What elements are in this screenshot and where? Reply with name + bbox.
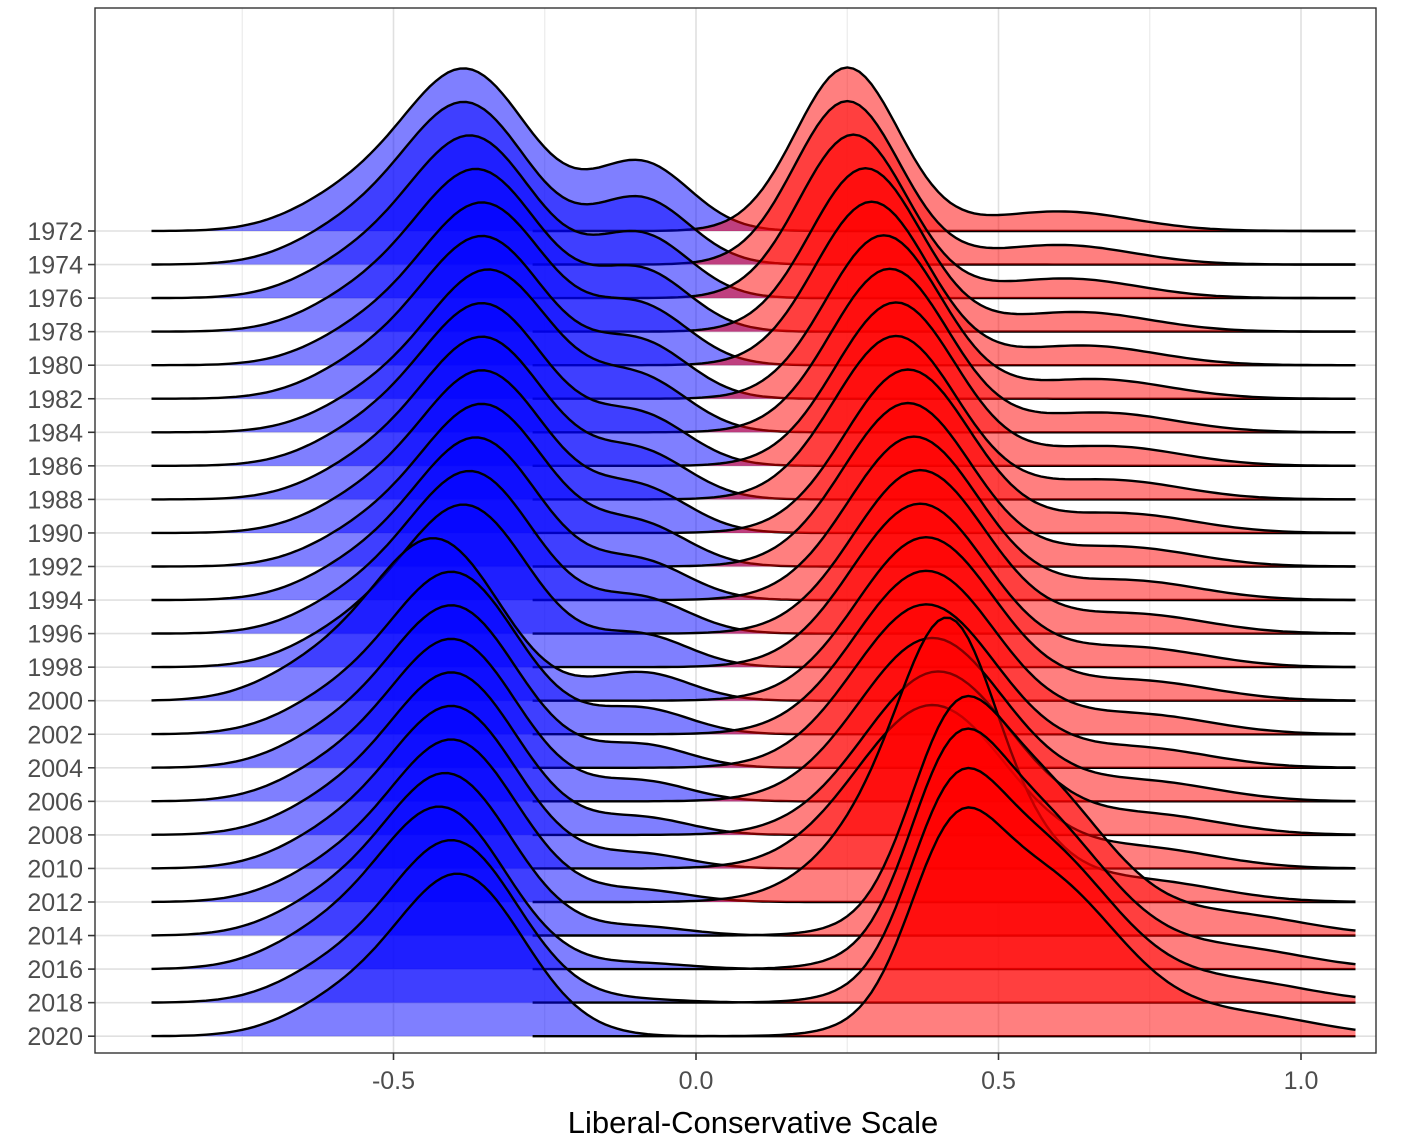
y-tick-label: 2012 xyxy=(27,889,83,917)
republican-density-line xyxy=(532,401,1356,568)
republican-density-line xyxy=(532,616,1356,904)
republican-density-line xyxy=(532,694,1356,937)
republican-density-line xyxy=(532,603,1356,769)
y-tick-label: 1978 xyxy=(27,319,83,347)
republican-density-line xyxy=(532,806,1356,1038)
y-tick-label: 2006 xyxy=(27,788,83,816)
y-tick-label: 2002 xyxy=(27,721,83,749)
y-tick-label: 1972 xyxy=(27,218,83,246)
y-tick-label: 1980 xyxy=(27,352,83,380)
republican-density-line xyxy=(532,569,1356,736)
y-tick-label: 2018 xyxy=(27,990,83,1018)
y-tick-label: 2016 xyxy=(27,956,83,984)
ridge-2020 xyxy=(151,806,1356,1038)
density-ridges xyxy=(151,66,1356,1038)
republican-density-fill xyxy=(532,101,1356,265)
y-tick-label: 2020 xyxy=(27,1023,83,1051)
republican-density-line xyxy=(532,766,1356,1004)
plot-border xyxy=(94,7,1377,1054)
y-tick-label: 2008 xyxy=(27,822,83,850)
y-tick-label: 1988 xyxy=(27,486,83,514)
y-tick-label: 1990 xyxy=(27,520,83,548)
y-tick-label: 2000 xyxy=(27,688,83,716)
x-axis: -0.5 0.0 0.5 1.0 xyxy=(372,1053,1318,1095)
y-tick-label: 2004 xyxy=(27,755,83,783)
x-axis-label: Liberal-Conservative Scale xyxy=(568,1105,938,1140)
y-axis: 1972 1974 1976 1978 1980 1982 1984 1986 1988 1990… xyxy=(27,218,95,1051)
y-tick-label: 2010 xyxy=(27,855,83,883)
democrat-density-fill xyxy=(151,873,1356,1037)
y-tick-label: 1996 xyxy=(27,621,83,649)
y-tick-label: 1986 xyxy=(27,453,83,481)
republican-density-line xyxy=(532,435,1356,602)
x-tick-label: -0.5 xyxy=(372,1067,415,1095)
y-tick-label: 1994 xyxy=(27,587,83,615)
y-tick-label: 1984 xyxy=(27,419,83,447)
republican-density-fill xyxy=(532,807,1356,1037)
y-tick-label: 1982 xyxy=(27,386,83,414)
y-tick-label: 1998 xyxy=(27,654,83,682)
republican-density-line xyxy=(532,468,1356,635)
x-tick-label: 0.5 xyxy=(981,1067,1016,1095)
republican-density-fill xyxy=(532,134,1356,299)
y-tick-label: 1992 xyxy=(27,554,83,582)
x-tick-label: 0.0 xyxy=(679,1067,714,1095)
republican-density-line xyxy=(532,727,1356,971)
y-tick-label: 1974 xyxy=(27,252,83,280)
x-tick-label: 1.0 xyxy=(1284,1067,1319,1095)
y-tick-label: 2014 xyxy=(27,923,83,951)
y-tick-label: 1976 xyxy=(27,285,83,313)
republican-density-line xyxy=(532,502,1356,669)
republican-density-fill xyxy=(532,235,1356,399)
republican-density-line xyxy=(532,535,1356,702)
